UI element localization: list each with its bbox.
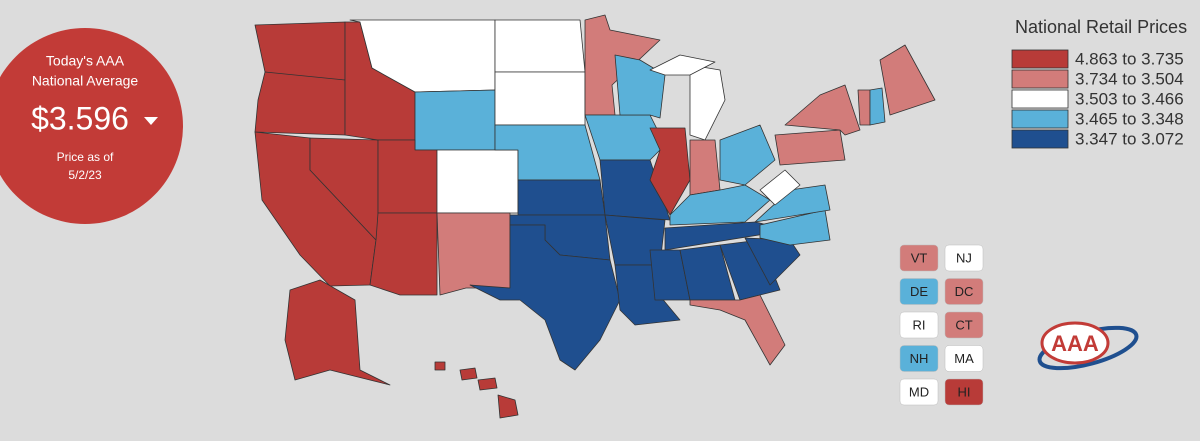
legend-swatch	[1011, 129, 1069, 149]
state-shape	[434, 361, 446, 371]
state-box	[944, 278, 984, 305]
state-shape	[669, 184, 771, 226]
state-box	[944, 378, 984, 406]
state-box	[899, 311, 939, 339]
state-shape	[414, 89, 496, 151]
legend-swatch	[1011, 69, 1069, 89]
logo-oval	[1040, 321, 1110, 365]
state-shape	[759, 169, 801, 206]
state-box-label: CT	[955, 317, 972, 332]
state-box	[899, 378, 939, 406]
state-box-label: MA	[954, 351, 974, 366]
state-shape	[784, 84, 861, 136]
legend-swatch	[1011, 109, 1069, 129]
state-shape	[436, 149, 519, 214]
state-box-label: NJ	[956, 250, 972, 265]
state-box-label: NH	[910, 351, 929, 366]
legend-label: 3.465 to 3.348	[1075, 109, 1184, 128]
state-box-label: HI	[958, 384, 971, 399]
badge-note: 5/2/23	[68, 168, 102, 182]
state-shape	[857, 89, 871, 126]
logo-text: AAA	[1051, 331, 1099, 356]
state-shape	[254, 21, 346, 81]
state-shape	[719, 124, 776, 186]
state-box	[944, 311, 984, 339]
badge-note: Price as of	[57, 150, 114, 164]
state-box	[944, 345, 984, 372]
state-shape	[436, 212, 511, 296]
state-box-label: RI	[913, 317, 926, 332]
state-shape	[469, 224, 621, 371]
badge-circle	[0, 28, 183, 224]
state-shape	[879, 44, 936, 116]
state-shape	[649, 54, 716, 76]
state-shape	[254, 71, 346, 136]
state-shape	[377, 139, 438, 214]
state-shape	[774, 129, 846, 166]
state-shape	[869, 87, 886, 126]
state-shape	[494, 19, 586, 73]
state-box-label: VT	[911, 250, 928, 265]
state-shape	[369, 212, 438, 296]
legend-label: 3.503 to 3.466	[1075, 89, 1184, 108]
state-shape	[689, 294, 786, 366]
legend-label: 3.347 to 3.072	[1075, 129, 1184, 148]
badge-line: National Average	[32, 73, 139, 89]
state-shape	[517, 179, 606, 216]
state-box-label: DC	[955, 284, 974, 299]
legend-label: 3.734 to 3.504	[1075, 69, 1184, 88]
state-box	[899, 244, 939, 272]
state-shape	[689, 139, 721, 196]
state-box	[899, 278, 939, 305]
state-shape	[477, 377, 498, 391]
state-box	[899, 345, 939, 372]
state-shape	[459, 367, 478, 381]
state-box-label: DE	[910, 284, 928, 299]
state-box	[944, 244, 984, 272]
legend-title: National Retail Prices	[1015, 17, 1187, 37]
legend-label: 4.863 to 3.735	[1075, 49, 1184, 68]
badge-price: $3.596	[31, 100, 129, 136]
us-map	[254, 14, 936, 419]
state-shape	[284, 279, 391, 386]
badge-line: Today's AAA	[46, 53, 125, 69]
legend-swatch	[1011, 49, 1069, 69]
state-shape	[497, 394, 519, 419]
state-box-label: MD	[909, 384, 929, 399]
legend-swatch	[1011, 89, 1069, 109]
small-states: VT NJ DE DC RI CT NH MA MD HI	[899, 244, 984, 406]
state-shape	[494, 71, 586, 126]
state-shape	[689, 64, 726, 141]
down-arrow	[144, 117, 158, 125]
